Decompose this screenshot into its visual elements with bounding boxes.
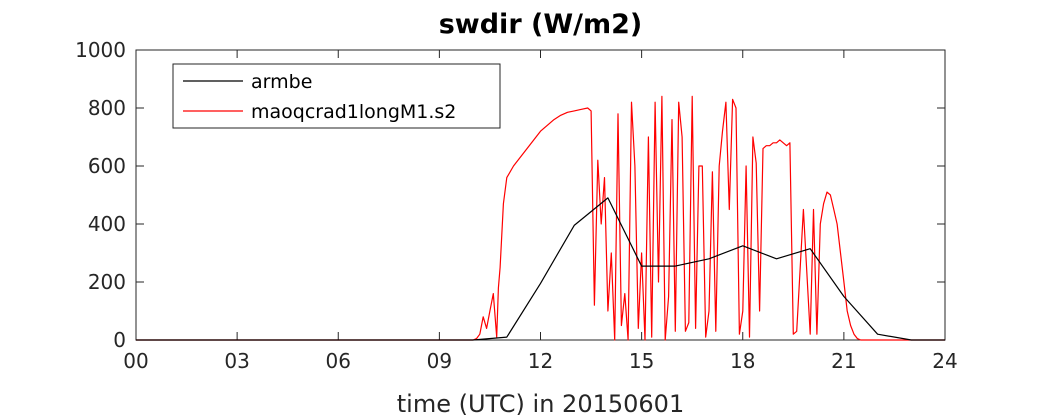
axis-ticks: 00 03 06 09 12 15 18 21 24 0 200 400 600 800 1000 [75,38,958,373]
x-tick-label: 12 [528,349,553,373]
y-tick-label: 400 [88,212,126,236]
y-tick-label: 800 [88,96,126,120]
x-tick-label: 06 [326,349,351,373]
x-tick-label: 15 [629,349,654,373]
chart-title: swdir (W/m2) [439,9,643,40]
legend-label: maoqcrad1longM1.s2 [251,101,456,123]
x-tick-label: 03 [224,349,249,373]
x-axis-label: time (UTC) in 20150601 [397,390,684,417]
y-tick-label: 200 [88,270,126,294]
series-layer [136,95,945,341]
y-tick-label: 600 [88,154,126,178]
x-tick-label: 21 [831,349,856,373]
legend-box [172,63,501,129]
series-line-armbe [136,197,945,341]
y-tick-label: 0 [113,328,126,352]
legend-label: armbe [251,71,312,93]
y-tick-label: 1000 [75,38,126,62]
legend: armbe maoqcrad1longM1.s2 [172,63,501,129]
x-tick-label: 09 [427,349,452,373]
series-line-maoqcrad1longm1-s2 [136,95,945,341]
x-tick-label: 24 [932,349,957,373]
x-tick-label: 18 [730,349,755,373]
x-tick-label: 00 [123,349,148,373]
